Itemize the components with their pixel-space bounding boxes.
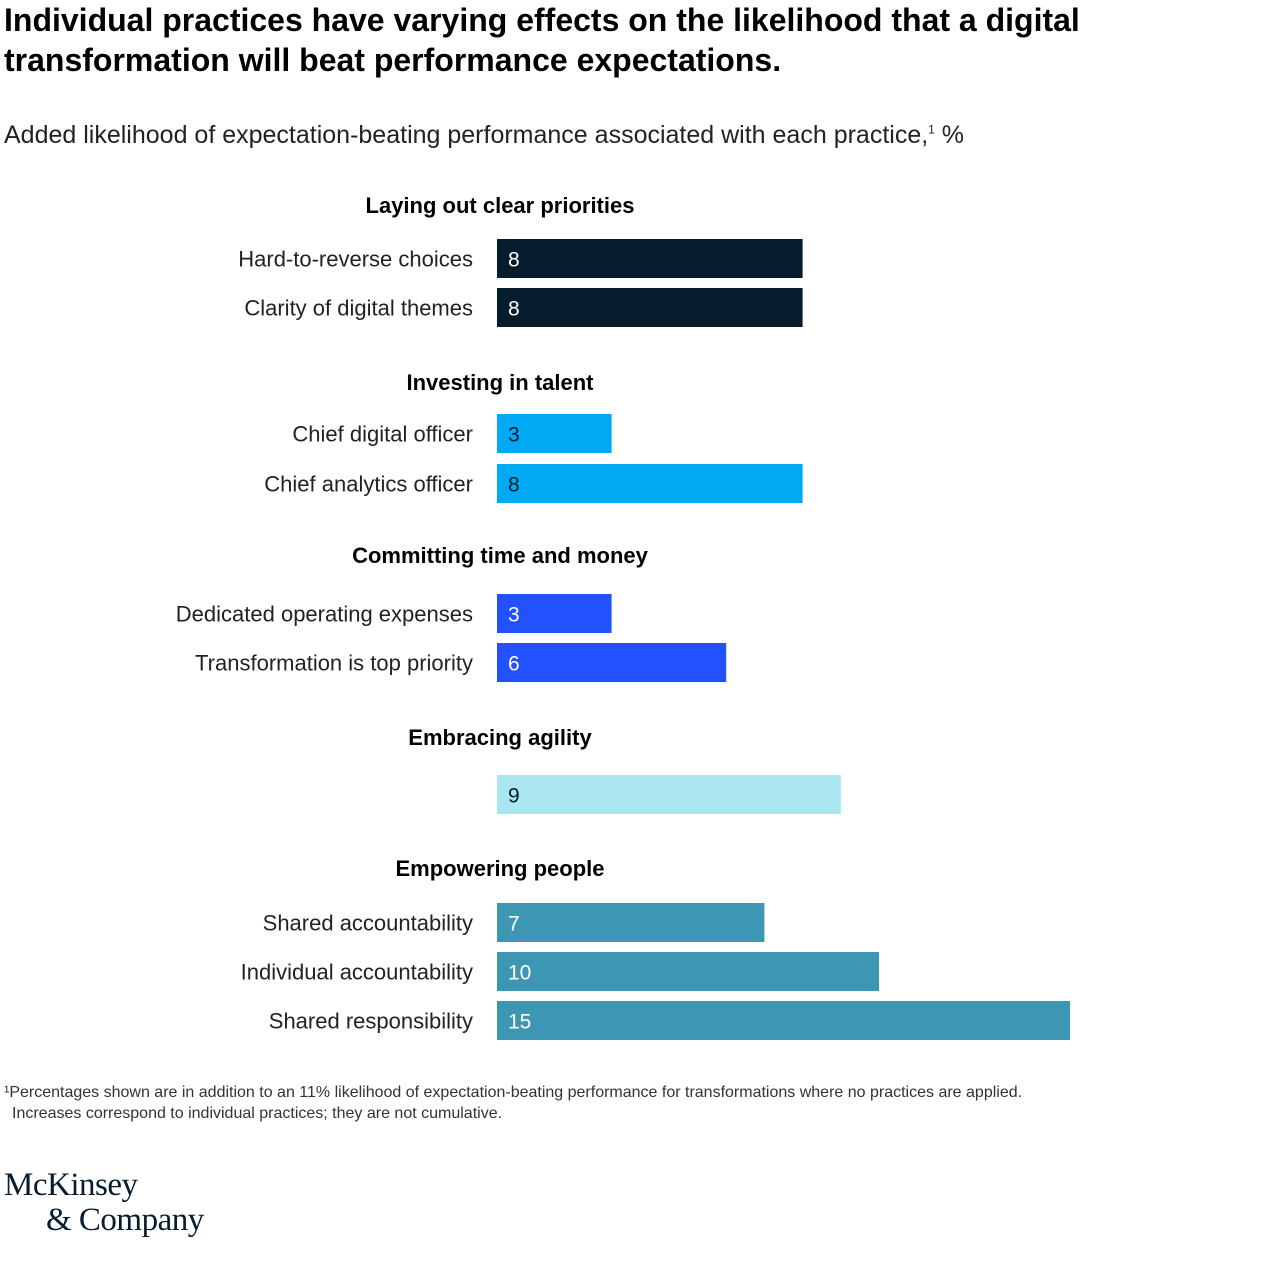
subtitle-text: Added likelihood of expectation-beating … [4, 121, 929, 149]
footnote-line-2: Increases correspond to individual pract… [12, 1105, 503, 1122]
bar-value-label: 10 [508, 962, 531, 985]
bar-value-label: 7 [508, 913, 520, 936]
bar [497, 239, 803, 278]
bar-value-label: 3 [508, 424, 520, 447]
logo-line-2: & Company [46, 1202, 204, 1238]
bar [497, 288, 803, 327]
group-heading: Empowering people [395, 856, 604, 881]
bar [497, 464, 803, 503]
bar [497, 414, 612, 453]
category-label: Hard-to-reverse choices [238, 247, 473, 272]
bar-value-label: 8 [508, 474, 520, 497]
bar [497, 594, 612, 633]
chart-subtitle: Added likelihood of expectation-beating … [4, 118, 964, 152]
bar-value-label: 15 [508, 1011, 531, 1034]
group-heading: Committing time and money [352, 543, 649, 568]
bar-value-label: 6 [508, 653, 520, 676]
category-label: Dedicated operating expenses [176, 602, 473, 627]
category-label: Chief analytics officer [264, 472, 473, 497]
bar-value-label: 3 [508, 604, 520, 627]
logo-line-1: McKinsey [4, 1167, 138, 1203]
bar [497, 1001, 1070, 1040]
bar-value-label: 8 [508, 249, 520, 272]
mckinsey-logo: McKinsey & Company [4, 1168, 204, 1238]
bar [497, 952, 879, 991]
group-heading: Embracing agility [408, 725, 592, 750]
category-label: Chief digital officer [292, 422, 473, 447]
bar [497, 903, 765, 942]
subtitle-unit: % [934, 121, 965, 149]
footnote: ¹Percentages shown are in addition to an… [4, 1082, 1244, 1124]
chart-title: Individual practices have varying effect… [4, 2, 1080, 78]
group-heading: Laying out clear priorities [366, 193, 635, 218]
category-label: Individual accountability [241, 960, 473, 985]
bar-value-label: 9 [508, 785, 520, 808]
category-label: Shared accountability [263, 911, 473, 936]
bar [497, 775, 841, 814]
bar [497, 643, 727, 682]
category-label: Transformation is top priority [195, 651, 473, 676]
category-label: Shared responsibility [269, 1009, 473, 1034]
bar-chart: Laying out clear priorities 8 Hard-to-reve… [176, 193, 1070, 1040]
group-heading: Investing in talent [406, 370, 594, 395]
bar-value-label: 8 [508, 298, 520, 321]
footnote-line-1: ¹Percentages shown are in addition to an… [4, 1084, 1023, 1101]
footnote-marker: 1 [928, 122, 935, 137]
category-label: Clarity of digital themes [244, 296, 473, 321]
